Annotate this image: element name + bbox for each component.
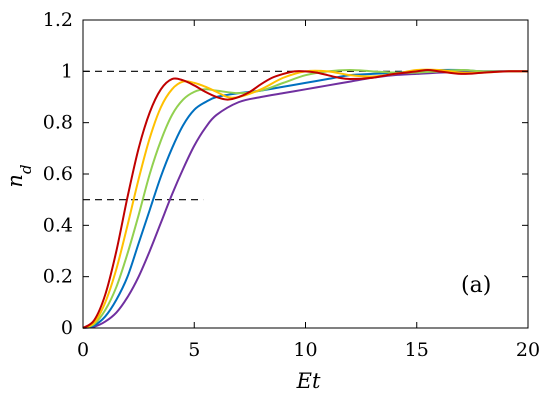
x-tick-label: 0	[77, 339, 89, 361]
x-axis-label: Et	[296, 369, 321, 393]
y-axis-label: nd	[3, 164, 35, 187]
series-line-4	[82, 69, 529, 329]
series-line-0	[82, 70, 528, 329]
y-tick-label: 0	[61, 317, 73, 339]
x-tick-label: 15	[405, 339, 429, 361]
x-tick-label: 10	[293, 339, 317, 361]
y-tick-label: 0.2	[43, 266, 73, 288]
y-tick-label: 1	[61, 60, 73, 82]
series-line-2	[82, 69, 528, 329]
y-tick-label: 0.4	[43, 214, 73, 236]
y-tick-label: 0.6	[43, 163, 73, 185]
x-tick-label: 20	[516, 339, 540, 361]
y-tick-label: 1.2	[43, 9, 73, 31]
y-axis-label-subscript: d	[17, 164, 35, 174]
y-axis-label-base: n	[3, 174, 27, 188]
panel-label: (a)	[461, 273, 491, 298]
x-tick-label: 5	[188, 339, 200, 361]
y-tick-label: 0.8	[43, 112, 73, 134]
